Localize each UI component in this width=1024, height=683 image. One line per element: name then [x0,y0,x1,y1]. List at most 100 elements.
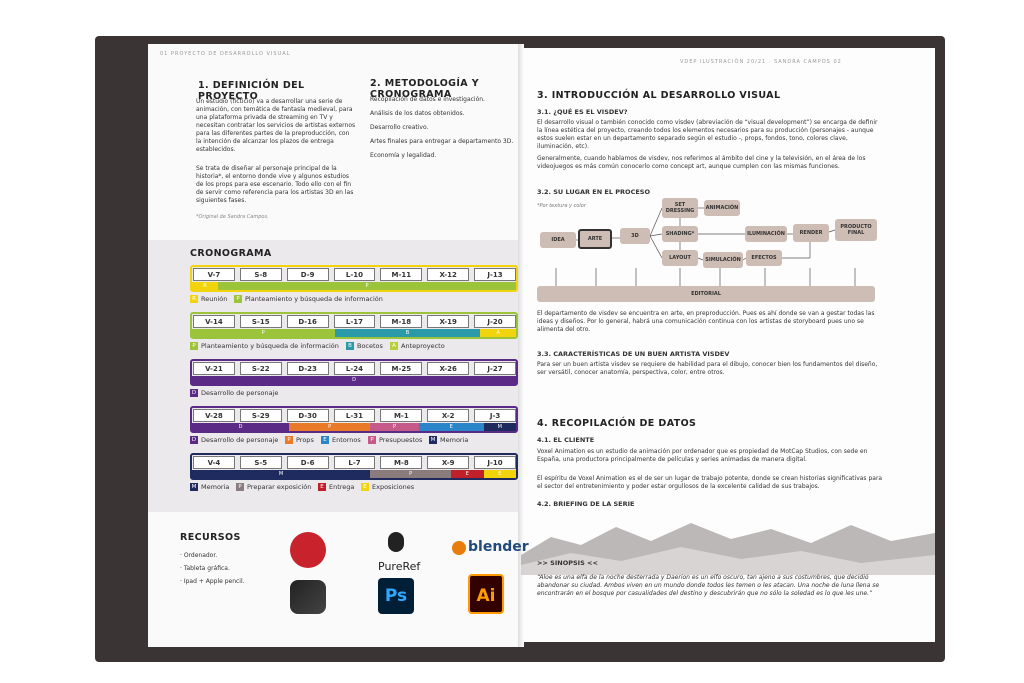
day-cell: S-29 [239,409,282,422]
day-cell: V-7 [193,268,235,281]
day-cell: J-27 [474,362,516,375]
legend-swatch: D [190,436,198,444]
pureref-icon [388,532,404,552]
list-item: Análisis de los datos obtenidos. [370,110,465,117]
connector [697,257,704,261]
paragraph: Se trata de diseñar al personaje princip… [196,165,354,204]
list-item: Recopilación de datos e investigación. [370,96,485,103]
diagram-node: SHADING* [662,226,698,242]
schedule-bar: P [370,423,419,431]
day-cell: L-17 [333,315,376,328]
schedule-bar: B [334,329,481,337]
legend-swatch: R [190,295,198,303]
section-title: RECURSOS [180,532,241,543]
day-cell: D-9 [286,268,329,281]
day-cell: V-28 [193,409,235,422]
schedule-bar: E [451,470,484,478]
paragraph: El departamento de visdev se encuentra e… [537,310,875,333]
subsection-title: 4.2. BRIEFING DE LA SERIE [537,500,635,508]
day-cell: X-26 [427,362,470,375]
connector [828,229,836,233]
page-header: 01 PROYECTO DE DESARROLLO VISUAL [160,51,291,57]
diagram-node: SET DRESSING [662,198,698,218]
day-cell: J-3 [474,409,516,422]
diagram-node: EDITORIAL [537,286,875,302]
legend-swatch: P [234,295,242,303]
schedule-bar: D [192,423,290,431]
legend-label: Entornos [332,436,361,444]
section-title: 1. DEFINICIÓN DEL PROYECTO [198,80,305,102]
list-item: · Tableta gráfica. [180,565,230,572]
paragraph: Generalmente, cuando hablamos de visdev,… [537,155,866,170]
pinterest-logo [290,532,326,568]
section-title: CRONOGRAMA [190,248,272,259]
day-cell: M-11 [380,268,423,281]
schedule-bar: P [370,470,452,478]
legend-swatch: P [285,436,293,444]
legend-swatch: E [318,483,326,491]
legend-label: Desarrollo de personaje [201,436,279,444]
connector [649,235,663,259]
day-cell: M-25 [380,362,423,375]
day-cell: L-7 [333,456,376,469]
mist [521,547,935,575]
day-cell: V-4 [193,456,235,469]
day-cell: S-8 [239,268,282,281]
schedule-bar: P [192,329,335,337]
paragraph: Un estudio (ficticio) va a desarrollar u… [196,98,356,153]
spine-shadow [518,44,524,647]
page-header: VDEP ILUSTRACIÓN 20/21 · SANDRA CAMPOS 0… [680,59,842,65]
subsection-title: 3.3. CARACTERÍSTICAS DE UN BUEN ARTISTA … [537,350,730,358]
day-cell: L-24 [333,362,376,375]
diagram-node: RENDER [793,224,829,242]
day-cell: D-16 [286,315,329,328]
list-item: Desarrollo creativo. [370,124,429,131]
week-frame [190,265,518,292]
day-cell: V-14 [193,315,235,328]
schedule-bar: P [289,423,371,431]
diagram-node: ANIMACIÓN [704,200,740,216]
week-frame [190,406,518,433]
legend-swatch: B [346,342,354,350]
diagram-node: LAYOUT [662,250,698,266]
day-cell: J-13 [474,268,516,281]
legend-label: Anteproyecto [401,342,445,350]
day-cell: M-8 [380,456,423,469]
legend-swatch: D [190,389,198,397]
subsection-title: 3.1. ¿QUÉ ES EL VISDEV? [537,108,628,116]
connector [649,207,663,237]
paragraph: Voxel Animation es un estudio de animaci… [537,448,868,463]
week-frame [190,453,518,480]
day-cell: J-20 [474,315,516,328]
schedule-bar: A [480,329,516,337]
legend-label: Planteamiento y búsqueda de información [245,295,383,303]
note: *Original de Sandra Campos. [196,214,269,220]
legend-label: Memoria [201,483,230,491]
paragraph: El espíritu de Voxel Animation es el de … [537,475,883,490]
day-cell: M-1 [380,409,423,422]
schedule-bar: D [192,376,516,384]
logo-text: PureRef [378,560,421,573]
schedule-bar: E [418,423,484,431]
schedule-bar: M [192,470,371,478]
legend-label: Memoria [440,436,469,444]
legend-swatch: P [368,436,376,444]
day-cell: L-31 [333,409,376,422]
day-cell: X-9 [427,456,470,469]
legend-label: Props [296,436,314,444]
subsection-title: 4.1. EL CLIENTE [537,436,595,444]
day-cell: D-23 [286,362,329,375]
synopsis: “Aloe es una elfa de la noche desterrada… [537,574,880,597]
diagram-node: EFECTOS [746,250,782,266]
diagram-node: ILUMINACIÓN [745,226,787,242]
legend-swatch: M [429,436,437,444]
day-cell: X-2 [427,409,470,422]
procreate-logo [290,580,326,614]
day-cell: M-18 [380,315,423,328]
day-cell: L-10 [333,268,376,281]
day-cell: D-30 [286,409,329,422]
schedule-bar: M [483,423,516,431]
subsection-title: 3.2. SU LUGAR EN EL PROCESO [537,188,650,196]
day-cell: X-19 [427,315,470,328]
day-cell: V-21 [193,362,235,375]
